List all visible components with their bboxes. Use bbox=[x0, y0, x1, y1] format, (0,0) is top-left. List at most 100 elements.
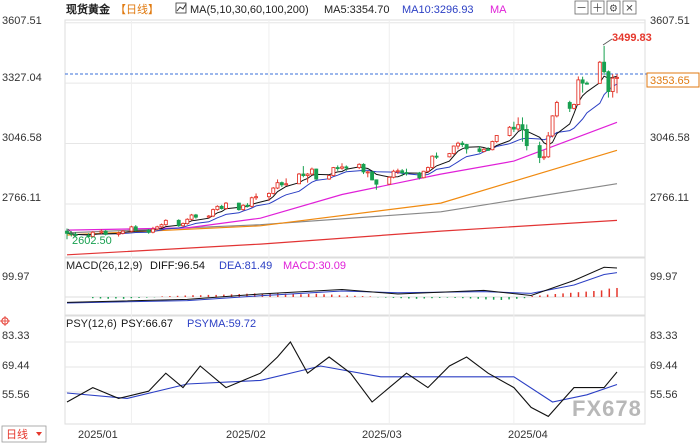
candle-body-up bbox=[542, 156, 546, 159]
psy-label: PSY(12,6) bbox=[66, 318, 117, 330]
candle-body-down bbox=[314, 168, 319, 180]
period-label[interactable]: 【日线】 bbox=[115, 2, 159, 16]
candle-body-up bbox=[615, 76, 619, 79]
candle-body-up bbox=[90, 231, 95, 237]
candlestick bbox=[159, 223, 164, 228]
current-price-value: 3353.65 bbox=[650, 75, 690, 87]
candle-body-up bbox=[211, 209, 216, 217]
candlestick bbox=[103, 230, 108, 236]
candlestick bbox=[425, 166, 430, 173]
candle-body-up bbox=[572, 104, 576, 109]
ma-toggle-icon[interactable] bbox=[175, 2, 187, 14]
candle-body-up bbox=[597, 61, 602, 84]
zoom-in-button[interactable] bbox=[590, 0, 605, 15]
candle-body-up bbox=[340, 166, 344, 169]
candle-body-up bbox=[447, 153, 452, 158]
candle-body-up bbox=[249, 197, 254, 207]
candlestick bbox=[146, 228, 151, 234]
current-price-tag bbox=[646, 72, 700, 88]
ma60-line bbox=[66, 149, 618, 236]
candle-body-up bbox=[241, 204, 246, 211]
candlestick bbox=[602, 45, 607, 75]
candlestick bbox=[86, 233, 91, 238]
psy-tick-left: 69.44 bbox=[2, 360, 30, 372]
candlestick bbox=[542, 150, 546, 161]
candle-body-down bbox=[176, 219, 181, 227]
candle-body-up bbox=[494, 135, 499, 142]
gear-icon: ⚙ bbox=[609, 4, 618, 15]
psy-tick-right: 69.44 bbox=[650, 360, 678, 372]
candlestick bbox=[335, 165, 340, 171]
candle-body-up bbox=[309, 168, 314, 175]
candlestick bbox=[456, 141, 460, 150]
low-marker-line bbox=[67, 228, 76, 238]
window-controls: － ＋ ⚙ ✕ bbox=[574, 0, 637, 15]
low-price-label: 2602.50 bbox=[72, 235, 112, 247]
price-tick-left: 2766.11 bbox=[2, 192, 41, 204]
candlestick bbox=[129, 225, 134, 233]
settings-button[interactable] bbox=[606, 0, 621, 15]
candlestick bbox=[90, 231, 95, 238]
candlestick bbox=[580, 76, 585, 93]
candlestick bbox=[181, 222, 185, 227]
candle-body-up bbox=[430, 155, 435, 169]
candlestick bbox=[275, 179, 280, 190]
candlestick bbox=[421, 170, 426, 179]
candle-body-up bbox=[576, 79, 581, 105]
candlestick bbox=[400, 169, 405, 177]
candlestick bbox=[211, 208, 216, 218]
chevron-down-icon bbox=[36, 432, 42, 436]
candlestick bbox=[507, 126, 512, 137]
candle-body-down bbox=[602, 61, 607, 73]
candlestick bbox=[241, 204, 246, 211]
candle-body-down bbox=[236, 202, 241, 211]
zoom-out-button[interactable] bbox=[574, 0, 589, 15]
candle-body-up bbox=[456, 142, 460, 147]
candle-body-up bbox=[155, 226, 160, 230]
price-tick-right: 3607.51 bbox=[650, 15, 690, 27]
candlestick bbox=[176, 219, 181, 227]
x-tick-label: 2025/02 bbox=[226, 429, 266, 441]
candle-body-up bbox=[490, 141, 495, 151]
candlesticks bbox=[65, 45, 619, 240]
x-tick-label: 2025/01 bbox=[78, 429, 118, 441]
candle-body-up bbox=[120, 230, 125, 234]
zoom-in-icon: ＋ bbox=[592, 3, 603, 15]
candlestick bbox=[546, 132, 551, 158]
candlestick bbox=[511, 121, 516, 133]
candlestick bbox=[481, 148, 486, 153]
candlestick bbox=[357, 163, 362, 170]
candle-body-up bbox=[275, 182, 280, 189]
candle-body-down bbox=[486, 148, 491, 151]
candlestick bbox=[116, 231, 121, 237]
candle-body-up bbox=[331, 167, 336, 177]
candle-body-up bbox=[481, 148, 486, 152]
psyma-value: PSYMA:59.72 bbox=[187, 318, 256, 330]
candle-body-up bbox=[365, 171, 370, 174]
x-tick-label: 2025/03 bbox=[362, 429, 402, 441]
candlestick bbox=[576, 76, 581, 106]
candle-body-up bbox=[610, 77, 615, 92]
candle-body-up bbox=[421, 170, 426, 179]
candle-body-up bbox=[297, 173, 301, 185]
candlestick bbox=[331, 166, 336, 177]
candlestick bbox=[73, 232, 78, 238]
candlestick bbox=[133, 225, 138, 232]
candle-body-up bbox=[116, 232, 121, 235]
close-button[interactable] bbox=[622, 0, 637, 15]
candlestick bbox=[395, 168, 400, 175]
candlestick bbox=[301, 166, 306, 178]
period-switch[interactable]: 日线 bbox=[1, 425, 47, 443]
candle-body-up bbox=[327, 175, 332, 180]
candle-body-down bbox=[73, 233, 78, 236]
period-tag: 日线 bbox=[6, 427, 28, 441]
candle-body-up bbox=[185, 218, 190, 225]
target-icon[interactable] bbox=[0, 316, 10, 326]
candlestick bbox=[189, 213, 194, 221]
candlestick bbox=[615, 74, 619, 94]
candlestick bbox=[451, 145, 456, 155]
candlestick bbox=[520, 117, 525, 142]
candle-body-down bbox=[86, 235, 91, 237]
psy-tick-left: 83.33 bbox=[2, 330, 30, 342]
candle-body-down bbox=[219, 205, 224, 209]
